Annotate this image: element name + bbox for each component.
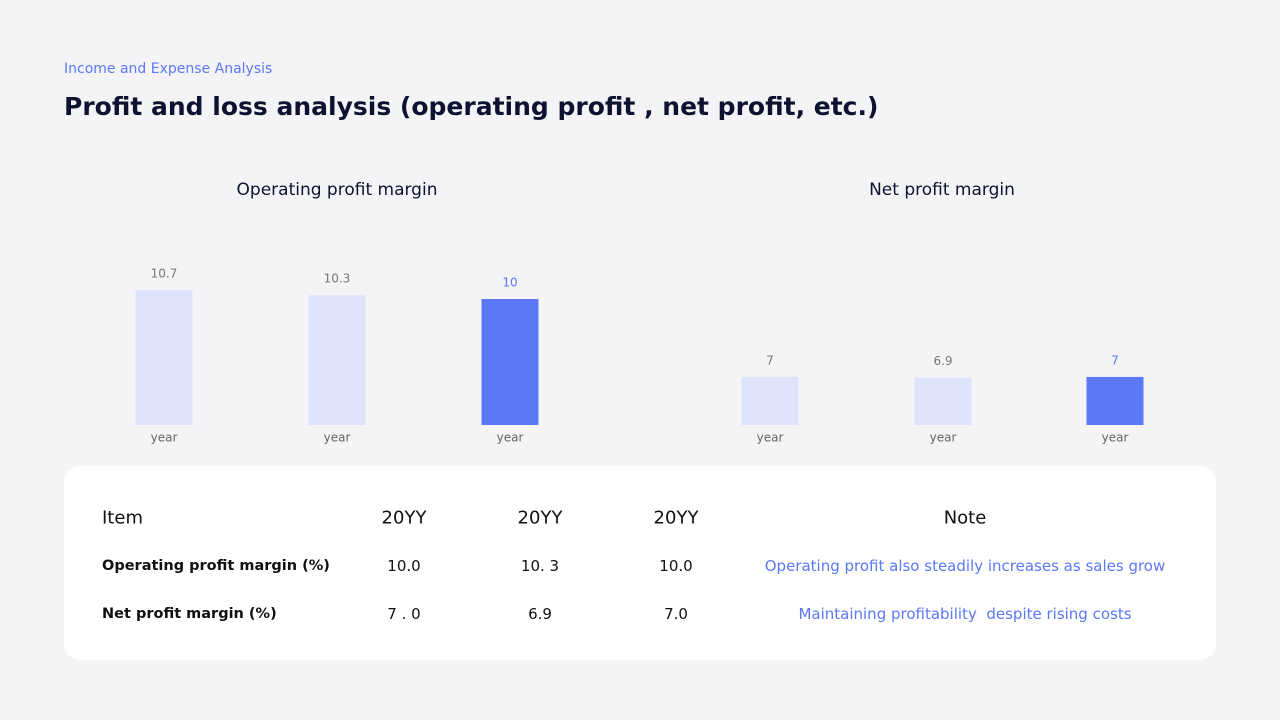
table-cell: 7 . 0 [387, 605, 421, 623]
value-label: 10 [502, 276, 517, 290]
bar [1086, 376, 1144, 425]
bar [914, 377, 972, 425]
table-header: Item [102, 507, 143, 529]
table-cell: 7.0 [664, 605, 688, 623]
x-tick-label: year [151, 431, 178, 445]
table-header: Note [943, 507, 987, 529]
table-cell: Maintaining profitability despite rising… [798, 605, 1132, 623]
chart-title: Net profit margin [869, 180, 1015, 200]
table-cell: Operating profit also steadily increases… [764, 557, 1166, 575]
bar [308, 295, 366, 425]
table-cell: 10.0 [659, 557, 693, 575]
table-header: 20YY [381, 507, 427, 529]
x-tick-label: year [757, 431, 784, 445]
table-cell: 10.0 [387, 557, 421, 575]
subtitle: Income and Expense Analysis [64, 61, 273, 77]
table-cell: Operating profit margin (%) [102, 558, 330, 574]
value-label: 6.9 [933, 354, 952, 368]
table-cell: Net profit margin (%) [102, 606, 277, 622]
page-title: Profit and loss analysis (operating prof… [64, 92, 879, 121]
table-cell: 10. 3 [520, 557, 560, 575]
bar [741, 376, 799, 425]
table-header: 20YY [517, 507, 563, 529]
value-label: 10.3 [324, 272, 351, 286]
x-tick-label: year [930, 431, 957, 445]
x-tick-label: year [1102, 431, 1129, 445]
table-card: Item 20YY 20YY 20YY Note Operating profit mar… [64, 466, 1216, 660]
x-tick-label: year [324, 431, 351, 445]
value-label: 7 [766, 353, 774, 367]
chart-title: Operating profit margin [237, 180, 438, 200]
bar [135, 290, 193, 425]
x-tick-label: year [497, 431, 524, 445]
table-header: 20YY [653, 507, 699, 529]
charts: Operating profit margin 10.7 year 10.3 year 1… [135, 180, 1144, 445]
value-label: 10.7 [151, 267, 178, 281]
value-label: 7 [1111, 353, 1119, 367]
table-cell: 6.9 [528, 605, 552, 623]
bar [481, 299, 539, 425]
